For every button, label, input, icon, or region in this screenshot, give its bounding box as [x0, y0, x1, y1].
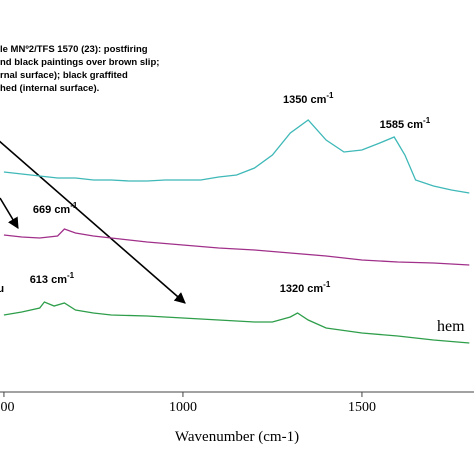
note-block: le MNº2/TFS 1570 (23): postfiring nd blac…: [0, 44, 159, 94]
arrow: [0, 197, 19, 229]
annotation: 1320 cm-1: [280, 280, 331, 295]
annotation: 613 cm-1: [30, 271, 75, 286]
spectrum-line: [3, 228, 470, 266]
annotation-text: 1585 cm: [380, 119, 424, 131]
annotation: 1350 cm-1: [283, 91, 334, 106]
x-tick-label: 500: [0, 400, 14, 415]
annotation-sup: -1: [323, 280, 331, 289]
x-tick-label: 1500: [348, 400, 376, 415]
x-tick-label: 1000: [169, 400, 197, 415]
annotation-text: 613 cm: [30, 274, 68, 286]
annotation-sup: -1: [67, 271, 75, 280]
note-line: rnal surface); black graffited: [0, 70, 128, 81]
annotation-sup: -1: [70, 201, 78, 210]
annotation-text: hem: [437, 318, 465, 335]
arrow: [0, 140, 186, 304]
annotation-sup: -1: [423, 116, 431, 125]
note-line: le MNº2/TFS 1570 (23): postfiring: [0, 44, 148, 55]
x-axis-label: Wavenumber (cm-1): [175, 429, 299, 445]
note-line: nd black paintings over brown slip;: [0, 57, 159, 68]
annotation: 669 cm-1: [33, 201, 78, 216]
annotation-sup: -1: [326, 91, 334, 100]
annotation: hem: [437, 318, 465, 335]
annotation-text: 1320 cm: [280, 283, 324, 295]
annotation: u: [0, 283, 4, 295]
annotation: 1585 cm-1: [380, 116, 431, 131]
spectrum-line: [3, 301, 470, 344]
annotation-text: 1350 cm: [283, 94, 327, 106]
note-line: hed (internal surface).: [0, 83, 99, 94]
spectrum-line: [3, 119, 470, 194]
annotation-text: 669 cm: [33, 204, 71, 216]
annotation-text: u: [0, 283, 4, 295]
